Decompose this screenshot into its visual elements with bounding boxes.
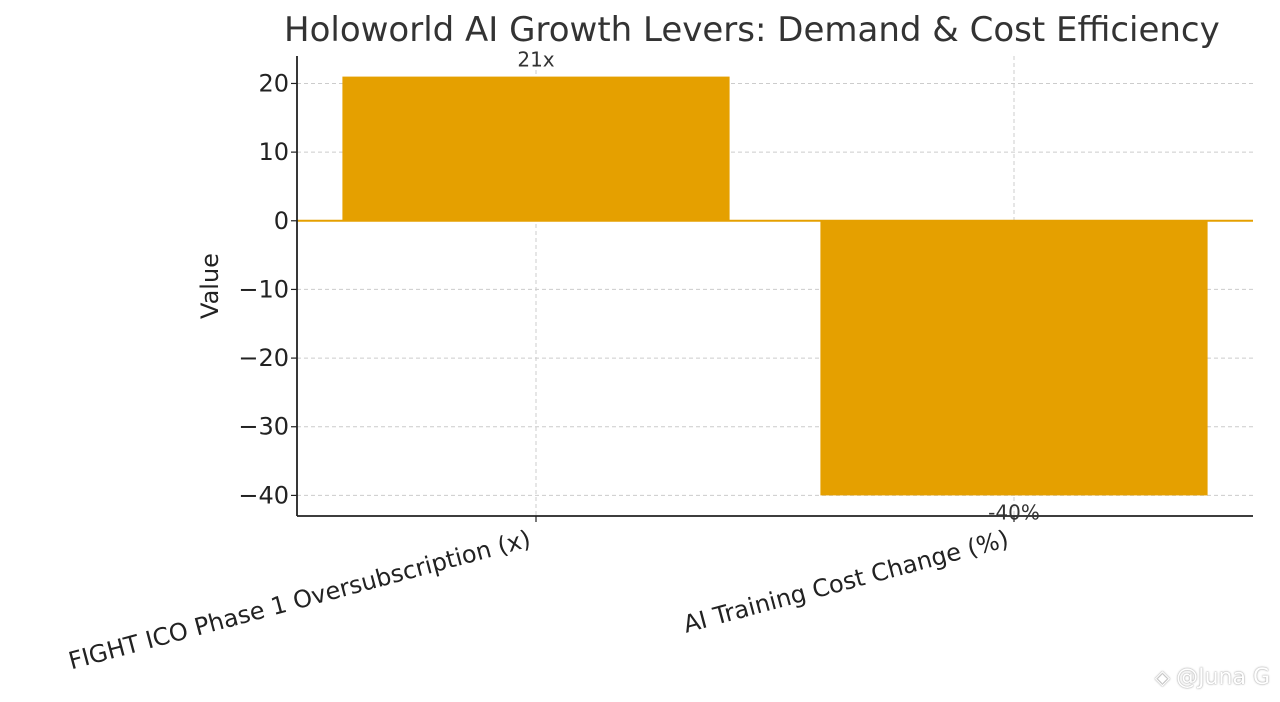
y-tick-label: −10 bbox=[238, 275, 289, 303]
y-tick-label: −20 bbox=[238, 344, 289, 372]
watermark: ◈ @Juna G bbox=[1155, 665, 1270, 690]
y-axis-label: Value bbox=[196, 253, 224, 319]
x-tick-label: FIGHT ICO Phase 1 Oversubscription (x) bbox=[66, 525, 534, 676]
watermark-text: @Juna G bbox=[1176, 665, 1270, 690]
y-tick-label: −40 bbox=[238, 481, 289, 509]
x-tick-label: AI Training Cost Change (%) bbox=[680, 525, 1011, 639]
binance-square-logo-icon: ◈ bbox=[1154, 665, 1171, 689]
y-tick-label: 0 bbox=[274, 207, 289, 235]
bars bbox=[297, 76, 1253, 496]
y-tick-label: 20 bbox=[258, 69, 289, 97]
chart-title: Holoworld AI Growth Levers: Demand & Cos… bbox=[284, 10, 1220, 50]
bar bbox=[820, 220, 1208, 496]
y-tick-label: 10 bbox=[258, 138, 289, 166]
axes bbox=[291, 56, 1253, 522]
data-label: 21x bbox=[517, 48, 554, 72]
data-label: -40% bbox=[988, 500, 1040, 524]
bar bbox=[342, 76, 730, 221]
y-tick-label: −30 bbox=[238, 413, 289, 441]
